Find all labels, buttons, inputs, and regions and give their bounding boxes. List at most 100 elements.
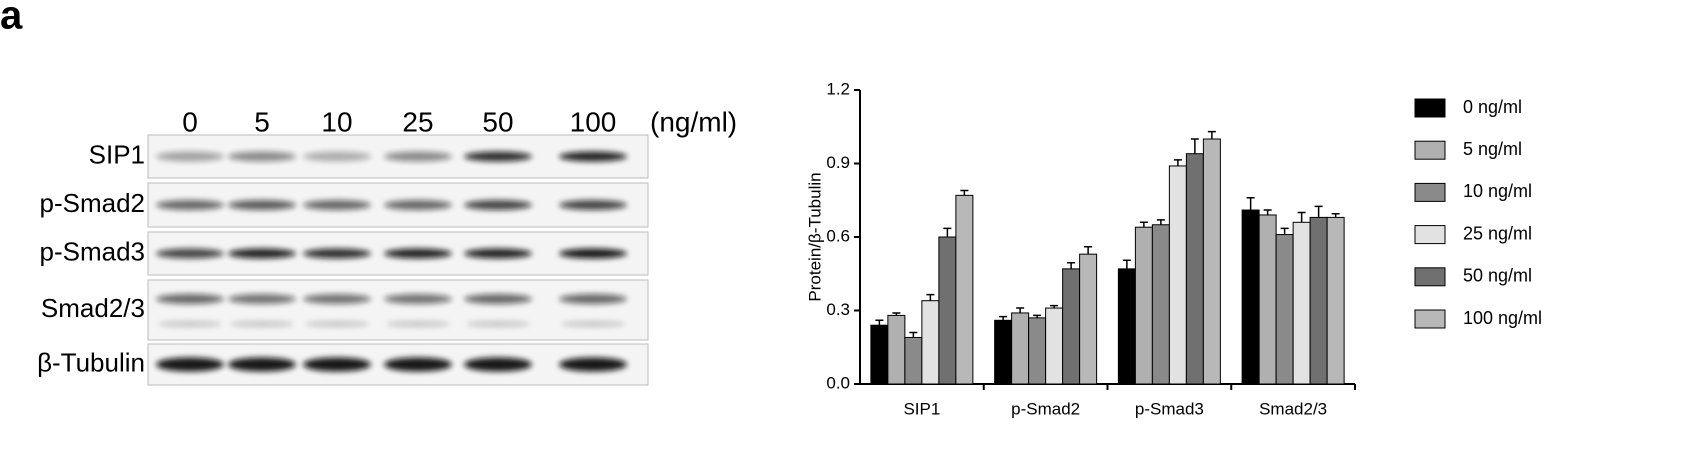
- blot-band: [228, 151, 296, 162]
- y-tick-label: 0.9: [826, 153, 850, 172]
- blot-band: [466, 321, 530, 327]
- blot-band: [464, 200, 532, 210]
- blot-band: [384, 248, 452, 259]
- bar: [1117, 268, 1136, 385]
- lane-label: 5: [254, 106, 270, 137]
- error-bar: [1050, 304, 1059, 309]
- blot-row-label: p-Smad2: [40, 188, 146, 218]
- blot-band: [156, 200, 224, 210]
- y-tick-label: 0.3: [826, 300, 850, 319]
- blot-band: [303, 357, 371, 372]
- blot-band: [156, 357, 224, 372]
- blot-band: [228, 248, 296, 259]
- blot-band: [384, 294, 452, 304]
- blot-band: [156, 294, 224, 304]
- legend-swatch: [1414, 309, 1446, 329]
- blot-band: [230, 321, 294, 327]
- blot-band: [386, 321, 450, 327]
- blot-row-label: Smad2/3: [41, 293, 145, 323]
- lane-label: 100: [570, 106, 617, 137]
- error-bar: [1173, 159, 1182, 166]
- error-bar: [1156, 219, 1165, 225]
- y-axis-label: Protein/β-Tubulin: [805, 172, 824, 301]
- blot-band: [303, 151, 371, 162]
- legend-swatch: [1414, 98, 1446, 118]
- blot-band: [384, 200, 452, 210]
- error-bar: [1033, 314, 1042, 318]
- blot-band: [464, 151, 532, 162]
- legend-label: 5 ng/ml: [1463, 139, 1522, 159]
- error-bar: [960, 189, 969, 196]
- error-bar: [909, 331, 918, 338]
- y-tick-label: 1.2: [826, 79, 850, 98]
- error-bar: [1314, 205, 1323, 218]
- bar: [1241, 209, 1260, 385]
- x-tick-label: p-Smad3: [1135, 399, 1204, 418]
- legend-label: 10 ng/ml: [1463, 181, 1532, 201]
- legend-label: 25 ng/ml: [1463, 223, 1532, 243]
- error-bar: [1139, 221, 1148, 228]
- legend-swatch: [1414, 267, 1446, 287]
- bar: [870, 324, 889, 385]
- error-bar: [1280, 227, 1289, 235]
- blot-band: [464, 248, 532, 259]
- blot-band: [156, 248, 224, 259]
- bar: [1309, 216, 1328, 385]
- legend-swatch: [1414, 225, 1446, 245]
- bar: [938, 236, 957, 385]
- x-tick-label: Smad2/3: [1259, 399, 1327, 418]
- blot-band: [158, 321, 222, 327]
- y-tick-label: 0.6: [826, 226, 850, 245]
- lane-unit: (ng/ml): [650, 106, 737, 137]
- blot-band: [303, 248, 371, 259]
- error-bar: [1084, 246, 1093, 255]
- y-tick-label: 0.0: [826, 373, 850, 392]
- panel-label: a: [0, 0, 23, 38]
- error-bar: [999, 315, 1008, 321]
- legend-swatch: [1414, 140, 1446, 160]
- error-bar: [1246, 197, 1255, 211]
- blot-band: [559, 151, 627, 162]
- bar: [1079, 253, 1098, 385]
- bar: [1011, 312, 1030, 385]
- blot-band: [228, 294, 296, 304]
- error-bar: [1190, 138, 1199, 154]
- bar: [994, 319, 1013, 385]
- legend-label: 50 ng/ml: [1463, 266, 1532, 286]
- bar: [887, 314, 906, 385]
- error-bar: [1067, 261, 1076, 269]
- blot-band: [559, 248, 627, 259]
- blot-band: [464, 294, 532, 304]
- error-bar: [892, 312, 901, 316]
- legend-label: 0 ng/ml: [1463, 97, 1522, 117]
- error-bar: [1331, 212, 1340, 218]
- lane-label: 0: [182, 106, 198, 137]
- blot-band: [305, 321, 369, 327]
- blot-row-label: β-Tubulin: [37, 347, 145, 377]
- bar: [1258, 214, 1277, 385]
- error-bar: [926, 293, 935, 301]
- bar: [1028, 317, 1047, 385]
- bar: [921, 300, 940, 385]
- bar: [1185, 153, 1204, 385]
- blot-band: [156, 151, 224, 162]
- bar: [1292, 221, 1311, 385]
- blot-band: [561, 321, 625, 327]
- blot-band: [384, 357, 452, 372]
- bar: [1062, 268, 1081, 385]
- error-bar: [1016, 307, 1025, 313]
- bar: [1168, 165, 1187, 385]
- bar: [1202, 138, 1221, 385]
- lane-label: 25: [402, 106, 433, 137]
- legend-label: 100 ng/ml: [1463, 308, 1542, 328]
- blot-band: [559, 200, 627, 210]
- error-bar: [1122, 259, 1131, 269]
- error-bar: [1263, 209, 1272, 215]
- lane-label: 10: [321, 106, 352, 137]
- error-bar: [1207, 130, 1216, 139]
- bar: [1275, 234, 1294, 385]
- lane-label: 50: [482, 106, 513, 137]
- bar: [955, 194, 974, 385]
- blot-row-label: p-Smad3: [40, 236, 146, 266]
